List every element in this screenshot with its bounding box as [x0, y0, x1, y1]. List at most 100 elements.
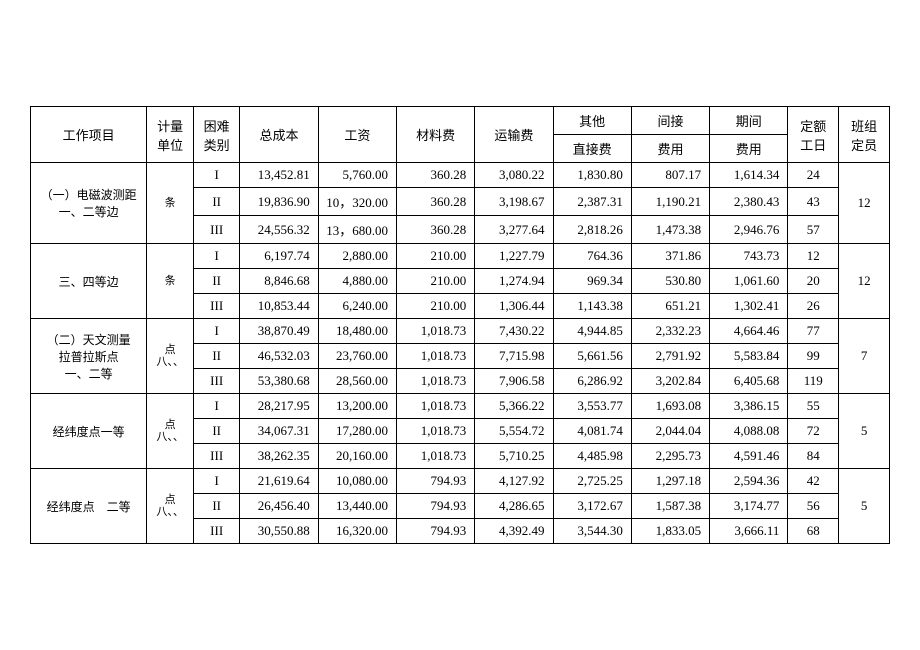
team-cell: 5	[839, 469, 890, 544]
difficulty-cell: I	[193, 394, 240, 419]
other-cell: 3,172.67	[553, 494, 631, 519]
days-cell: 84	[788, 444, 839, 469]
period-cell: 4,664.46	[710, 319, 788, 344]
unit-cell: 点八、、	[147, 319, 194, 394]
transport-cell: 7,430.22	[475, 319, 553, 344]
difficulty-cell: III	[193, 444, 240, 469]
other-cell: 969.34	[553, 269, 631, 294]
indirect-cell: 2,791.92	[631, 344, 709, 369]
table-row: 经纬度点一等点八、、I28,217.9513,200.001,018.735,3…	[31, 394, 890, 419]
difficulty-cell: I	[193, 163, 240, 188]
days-cell: 56	[788, 494, 839, 519]
header-project: 工作项目	[31, 107, 147, 163]
wage-cell: 17,280.00	[318, 419, 396, 444]
difficulty-cell: I	[193, 469, 240, 494]
indirect-cell: 2,044.04	[631, 419, 709, 444]
other-cell: 2,725.25	[553, 469, 631, 494]
period-cell: 5,583.84	[710, 344, 788, 369]
wage-cell: 20,160.00	[318, 444, 396, 469]
period-cell: 2,946.76	[710, 216, 788, 244]
project-cell: 三、四等边	[31, 244, 147, 319]
header-material: 材料费	[396, 107, 474, 163]
wage-cell: 13，680.00	[318, 216, 396, 244]
unit-cell: 条	[147, 244, 194, 319]
wage-cell: 10，320.00	[318, 188, 396, 216]
cost-table: 工作项目 计量单位 困难类别 总成本 工资 材料费 运输费 其他 间接 期间 定…	[30, 106, 890, 544]
header-period: 期间	[710, 107, 788, 135]
transport-cell: 7,906.58	[475, 369, 553, 394]
wage-cell: 28,560.00	[318, 369, 396, 394]
wage-cell: 5,760.00	[318, 163, 396, 188]
material-cell: 210.00	[396, 294, 474, 319]
total-cell: 19,836.90	[240, 188, 318, 216]
days-cell: 55	[788, 394, 839, 419]
transport-cell: 1,306.44	[475, 294, 553, 319]
transport-cell: 4,286.65	[475, 494, 553, 519]
header-wage: 工资	[318, 107, 396, 163]
difficulty-cell: II	[193, 494, 240, 519]
period-cell: 1,614.34	[710, 163, 788, 188]
total-cell: 13,452.81	[240, 163, 318, 188]
wage-cell: 16,320.00	[318, 519, 396, 544]
indirect-cell: 1,190.21	[631, 188, 709, 216]
other-cell: 1,143.38	[553, 294, 631, 319]
indirect-cell: 1,693.08	[631, 394, 709, 419]
days-cell: 99	[788, 344, 839, 369]
wage-cell: 6,240.00	[318, 294, 396, 319]
other-cell: 4,485.98	[553, 444, 631, 469]
period-cell: 3,666.11	[710, 519, 788, 544]
indirect-cell: 1,473.38	[631, 216, 709, 244]
days-cell: 119	[788, 369, 839, 394]
indirect-cell: 807.17	[631, 163, 709, 188]
days-cell: 20	[788, 269, 839, 294]
days-cell: 43	[788, 188, 839, 216]
material-cell: 1,018.73	[396, 444, 474, 469]
team-cell: 7	[839, 319, 890, 394]
period-cell: 3,386.15	[710, 394, 788, 419]
total-cell: 30,550.88	[240, 519, 318, 544]
transport-cell: 4,127.92	[475, 469, 553, 494]
period-cell: 1,302.41	[710, 294, 788, 319]
total-cell: 8,846.68	[240, 269, 318, 294]
indirect-cell: 651.21	[631, 294, 709, 319]
total-cell: 28,217.95	[240, 394, 318, 419]
page-container: 工作项目 计量单位 困难类别 总成本 工资 材料费 运输费 其他 间接 期间 定…	[0, 106, 920, 544]
transport-cell: 3,277.64	[475, 216, 553, 244]
indirect-cell: 1,297.18	[631, 469, 709, 494]
material-cell: 794.93	[396, 519, 474, 544]
other-cell: 4,081.74	[553, 419, 631, 444]
project-cell: 经纬度点一等	[31, 394, 147, 469]
material-cell: 1,018.73	[396, 344, 474, 369]
period-cell: 4,088.08	[710, 419, 788, 444]
wage-cell: 18,480.00	[318, 319, 396, 344]
header-other-direct: 直接费	[553, 135, 631, 163]
days-cell: 26	[788, 294, 839, 319]
indirect-cell: 1,833.05	[631, 519, 709, 544]
total-cell: 6,197.74	[240, 244, 318, 269]
other-cell: 6,286.92	[553, 369, 631, 394]
header-difficulty: 困难类别	[193, 107, 240, 163]
difficulty-cell: III	[193, 216, 240, 244]
material-cell: 794.93	[396, 469, 474, 494]
project-cell: （一）电磁波测距一、二等边	[31, 163, 147, 244]
total-cell: 21,619.64	[240, 469, 318, 494]
wage-cell: 13,440.00	[318, 494, 396, 519]
difficulty-cell: I	[193, 244, 240, 269]
other-cell: 1,830.80	[553, 163, 631, 188]
difficulty-cell: II	[193, 419, 240, 444]
total-cell: 34,067.31	[240, 419, 318, 444]
material-cell: 360.28	[396, 188, 474, 216]
difficulty-cell: I	[193, 319, 240, 344]
indirect-cell: 3,202.84	[631, 369, 709, 394]
header-quota-days: 定额工日	[788, 107, 839, 163]
period-cell: 1,061.60	[710, 269, 788, 294]
total-cell: 46,532.03	[240, 344, 318, 369]
total-cell: 38,870.49	[240, 319, 318, 344]
other-cell: 5,661.56	[553, 344, 631, 369]
transport-cell: 1,227.79	[475, 244, 553, 269]
material-cell: 1,018.73	[396, 419, 474, 444]
other-cell: 764.36	[553, 244, 631, 269]
other-cell: 3,544.30	[553, 519, 631, 544]
team-cell: 12	[839, 163, 890, 244]
other-cell: 2,818.26	[553, 216, 631, 244]
